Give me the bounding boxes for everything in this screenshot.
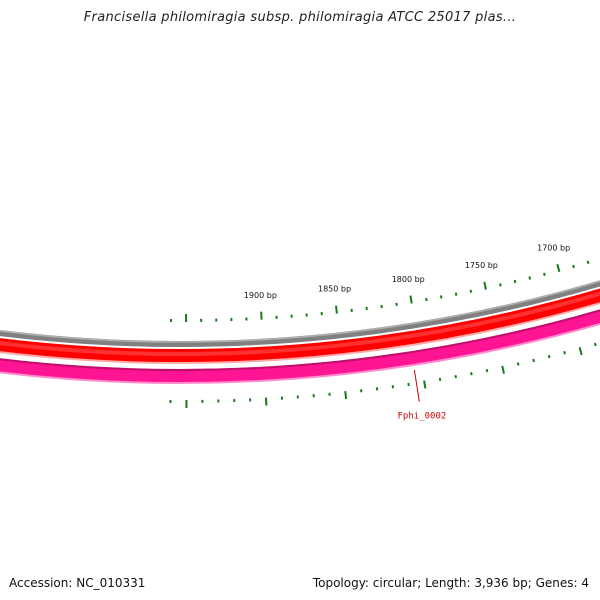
- outer-minor-tick: [547, 354, 551, 359]
- ruler-major-tick: [483, 281, 487, 290]
- outer-minor-tick: [516, 362, 520, 366]
- outer-minor-tick: [563, 351, 566, 355]
- ruler-label: 1850 bp: [318, 285, 351, 294]
- map-summary: Topology: circular; Length: 3,936 bp; Ge…: [312, 576, 589, 590]
- ruler-label: 1900 bp: [244, 291, 277, 300]
- ruler-minor-tick: [439, 295, 443, 299]
- outer-minor-tick: [438, 377, 442, 382]
- map-tracks: [0, 280, 600, 384]
- ruler-minor-tick: [499, 283, 502, 287]
- outer-minor-tick: [454, 374, 457, 379]
- bp-ruler: [169, 260, 597, 408]
- ruler-major-tick: [409, 295, 413, 304]
- outer-minor-tick: [470, 372, 473, 376]
- ruler-minor-tick: [469, 289, 473, 293]
- map-title: Francisella philomiragia subsp. philomir…: [83, 10, 517, 25]
- gene-forward-edge: [0, 301, 600, 364]
- gene-reverse-edge-inner: [0, 309, 600, 371]
- gene-forward-track: [0, 288, 600, 363]
- backbone-track: [0, 280, 600, 347]
- gene-leader-line: [413, 369, 420, 402]
- ruler-minor-tick: [425, 297, 428, 302]
- ruler-minor-tick: [513, 279, 517, 284]
- ruler-major-tick: [335, 305, 338, 314]
- outer-major-tick: [344, 391, 348, 400]
- gene-reverse-edge-outer: [0, 322, 600, 384]
- ruler-minor-tick: [454, 292, 458, 296]
- ruler-major-tick: [556, 263, 561, 273]
- ruler-label: 1750 bp: [465, 261, 498, 270]
- outer-major-tick: [578, 346, 583, 356]
- ruler-label: 1800 bp: [392, 275, 425, 284]
- accession-label: Accession: NC_010331: [9, 576, 146, 590]
- ruler-minor-tick: [586, 260, 590, 265]
- ruler-minor-tick: [572, 264, 575, 269]
- outer-major-tick: [501, 365, 505, 374]
- outer-minor-tick: [594, 342, 597, 347]
- outer-major-tick: [423, 380, 427, 389]
- ruler-label: 1700 bp: [537, 244, 570, 253]
- gene-reverse-track: [0, 309, 600, 383]
- ruler-minor-tick: [543, 272, 546, 277]
- ruler-minor-tick: [528, 276, 532, 280]
- outer-minor-tick: [532, 358, 535, 363]
- gene-label-fphi-0002: Fphi_0002: [398, 411, 447, 421]
- outer-minor-tick: [485, 368, 489, 373]
- backbone-highlight: [0, 280, 600, 343]
- gene-forward-sheen: [0, 291, 600, 356]
